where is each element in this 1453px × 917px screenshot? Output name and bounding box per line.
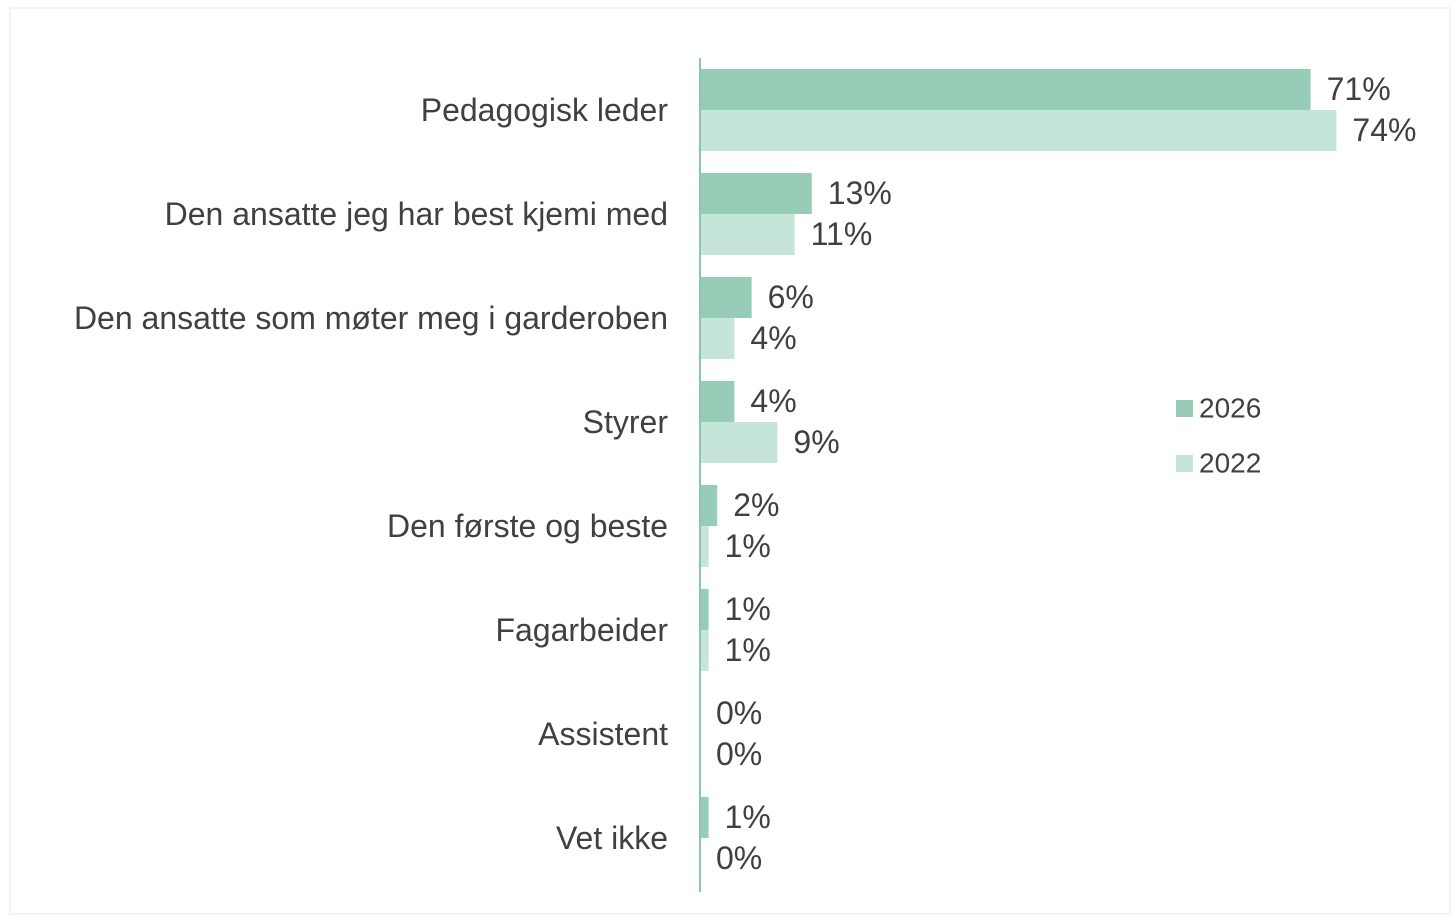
bar [700,214,795,255]
category-label: Den ansatte jeg har best kjemi med [164,196,668,232]
bar [700,589,709,630]
bar [700,277,752,318]
value-label: 1% [725,799,771,835]
legend-swatch [1176,400,1193,417]
category-label: Fagarbeider [495,612,668,648]
value-label: 13% [828,175,892,211]
value-label: 11% [811,216,873,252]
category-label: Vet ikke [555,820,668,856]
category-label: Den første og beste [386,508,668,544]
value-label: 71% [1327,71,1391,107]
bar [700,381,735,422]
category-label: Assistent [538,716,668,752]
value-label: 1% [725,632,771,668]
value-label: 4% [750,383,796,419]
category-label: Pedagogisk leder [420,92,668,128]
bar [700,173,812,214]
value-label: 6% [768,279,814,315]
bar [700,485,718,526]
legend-label: 2022 [1199,447,1261,478]
value-label: 74% [1352,112,1416,148]
value-label: 9% [793,424,839,460]
value-label: 4% [750,320,796,356]
chart-frame [9,7,1451,915]
legend-label: 2026 [1199,392,1261,423]
value-label: 0% [716,840,762,876]
bar [700,797,709,838]
category-label: Styrer [582,404,668,440]
value-label: 2% [733,487,779,523]
bar [700,526,709,567]
category-label: Den ansatte som møter meg i garderoben [73,300,668,336]
bar [700,318,735,359]
value-label: 0% [716,736,762,772]
bar [700,630,709,671]
bar [700,422,778,463]
bar [700,110,1337,151]
value-label: 1% [725,528,771,564]
value-label: 1% [725,591,771,627]
bar [700,69,1311,110]
value-label: 0% [716,695,762,731]
legend-swatch [1176,455,1193,472]
